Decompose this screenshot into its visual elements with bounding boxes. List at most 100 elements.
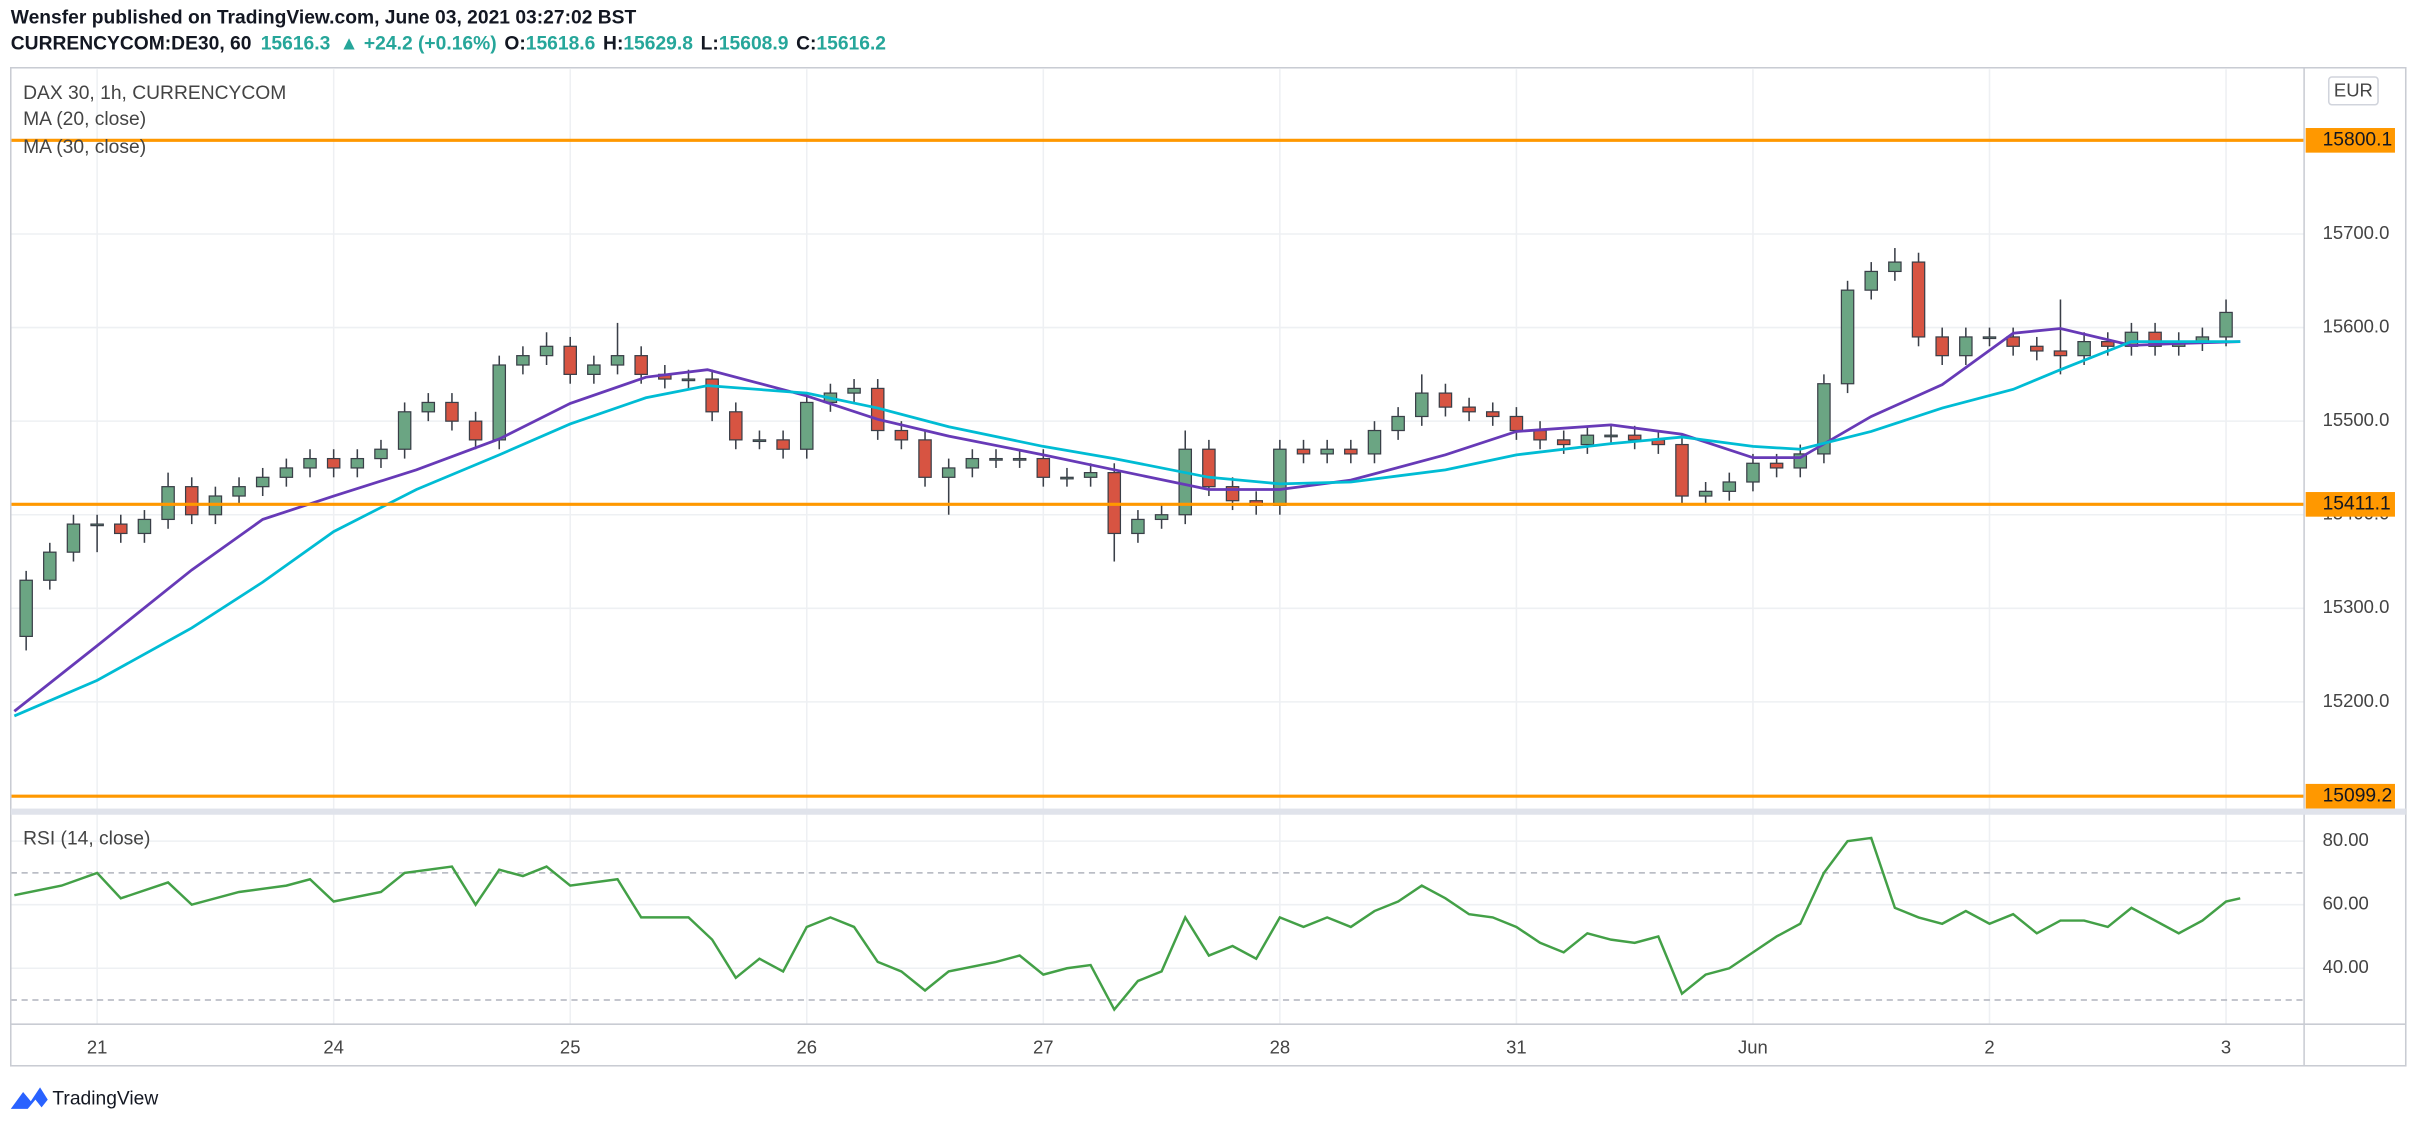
candle-body bbox=[965, 457, 980, 469]
candle-body bbox=[1154, 514, 1169, 521]
level-label: 15099.2 bbox=[2323, 785, 2393, 806]
candle-body bbox=[587, 364, 601, 375]
price-change: ▲ +24.2 (+0.16%) bbox=[340, 34, 497, 55]
x-tick-label: 2 bbox=[1984, 1037, 1994, 1058]
candle-body bbox=[1627, 434, 1642, 441]
level-label: 15800.1 bbox=[2323, 129, 2393, 150]
candle-body bbox=[799, 401, 814, 450]
last-price: 15616.3 bbox=[261, 34, 331, 55]
candle-body bbox=[847, 387, 861, 394]
x-tick-label: Jun bbox=[1738, 1037, 1768, 1058]
ohlc-value: 15629.8 bbox=[623, 34, 693, 55]
candle-body bbox=[705, 378, 719, 413]
candle-body bbox=[1344, 448, 1358, 455]
candle-body bbox=[2077, 341, 2091, 357]
indicator-title: RSI (14, close) bbox=[23, 828, 150, 849]
level-label-box bbox=[2305, 492, 2395, 517]
currency-label: EUR bbox=[2334, 80, 2373, 101]
candle-body bbox=[113, 523, 128, 535]
legend-entry: MA (20, close) bbox=[23, 109, 146, 130]
candle-body bbox=[989, 457, 1003, 461]
candle-body bbox=[1083, 472, 1098, 478]
candle-body bbox=[90, 523, 104, 527]
candle-body bbox=[374, 448, 388, 460]
ohlc-key: H: bbox=[603, 34, 623, 55]
candle-body bbox=[1131, 518, 1145, 535]
logo-icon bbox=[10, 1087, 48, 1109]
candle-body bbox=[1911, 261, 1926, 338]
candle-body bbox=[1982, 336, 1997, 340]
candle-body bbox=[1273, 448, 1287, 506]
candle-body bbox=[43, 551, 57, 581]
candle-body bbox=[1840, 289, 1855, 385]
currency-box bbox=[2327, 76, 2379, 106]
candle-body bbox=[1722, 481, 1737, 492]
candle-body bbox=[1580, 434, 1595, 446]
candle-body bbox=[610, 355, 625, 366]
chart-title: DAX 30, 1h, CURRENCYCOM bbox=[23, 83, 286, 104]
y-tick-label: 80.00 bbox=[2323, 829, 2369, 850]
candle-body bbox=[1367, 429, 1382, 455]
candle-body bbox=[1438, 392, 1453, 408]
candle-body bbox=[2053, 350, 2068, 357]
candle-body bbox=[1604, 434, 1618, 438]
candle-body bbox=[1935, 336, 1949, 357]
candle-body bbox=[1202, 448, 1216, 488]
candle-body bbox=[326, 457, 341, 469]
candle-body bbox=[1817, 383, 1831, 455]
ohlc-key: L: bbox=[701, 34, 719, 55]
candle-body bbox=[279, 467, 294, 478]
candle-body bbox=[1509, 415, 1524, 432]
candle-body bbox=[1485, 411, 1500, 418]
candle-body bbox=[776, 439, 790, 450]
candle-body bbox=[1320, 448, 1334, 455]
ohlc-value: 15616.2 bbox=[816, 34, 886, 55]
candle-body bbox=[1746, 462, 1760, 483]
candle-body bbox=[1036, 457, 1051, 478]
candle-body bbox=[19, 579, 33, 638]
pane-separator bbox=[10, 808, 2406, 815]
candle-body bbox=[1060, 476, 1074, 480]
ohlc-key: O: bbox=[504, 34, 525, 55]
moving-average-line bbox=[13, 327, 2241, 713]
candle-body bbox=[2006, 336, 2020, 347]
candle-body bbox=[1415, 392, 1429, 418]
y-tick-label: 40.00 bbox=[2323, 956, 2369, 977]
x-tick-label: 21 bbox=[87, 1037, 108, 1058]
candle-body bbox=[1556, 439, 1571, 446]
candle-body bbox=[1533, 429, 1547, 441]
candle-body bbox=[2100, 341, 2115, 347]
brand-name: TradingView bbox=[52, 1089, 158, 1110]
ohlc-value: 15618.6 bbox=[526, 34, 596, 55]
candle-body bbox=[894, 429, 909, 441]
chart-frame bbox=[10, 66, 2407, 1067]
candle-body bbox=[752, 439, 767, 443]
candle-body bbox=[941, 467, 956, 478]
candle-body bbox=[232, 486, 246, 497]
publisher-line: Wensfer published on TradingView.com, Ju… bbox=[11, 8, 637, 29]
x-tick-label: 28 bbox=[1270, 1037, 1291, 1058]
candle-body bbox=[255, 476, 270, 488]
level-label-box bbox=[2305, 128, 2395, 153]
candle-body bbox=[492, 364, 507, 441]
candle-body bbox=[729, 411, 743, 441]
candle-body bbox=[1959, 336, 1973, 357]
candle-body bbox=[681, 378, 696, 382]
chart-area: 21 24 25 26 27 28 31 Jun 2 3 15700.0 15600.0 15500.0… bbox=[10, 69, 2395, 1058]
candle-body bbox=[634, 355, 648, 375]
candle-body bbox=[2030, 345, 2044, 352]
candle-body bbox=[1462, 406, 1476, 413]
candle-body bbox=[1698, 490, 1713, 497]
candle-body bbox=[516, 355, 530, 366]
symbol: CURRENCYCOM:DE30, 60 bbox=[11, 34, 252, 55]
symbol-line: CURRENCYCOM:DE30, 60 15616.3 ▲ +24.2 (+0.1… bbox=[11, 34, 886, 55]
y-tick-label: 60.00 bbox=[2323, 893, 2369, 914]
candle-body bbox=[468, 420, 483, 441]
candle-body bbox=[1296, 448, 1311, 455]
y-tick-label: 15600.0 bbox=[2323, 315, 2390, 336]
candle-body bbox=[137, 518, 152, 535]
candle-body bbox=[1012, 457, 1027, 461]
candle-body bbox=[539, 345, 554, 357]
